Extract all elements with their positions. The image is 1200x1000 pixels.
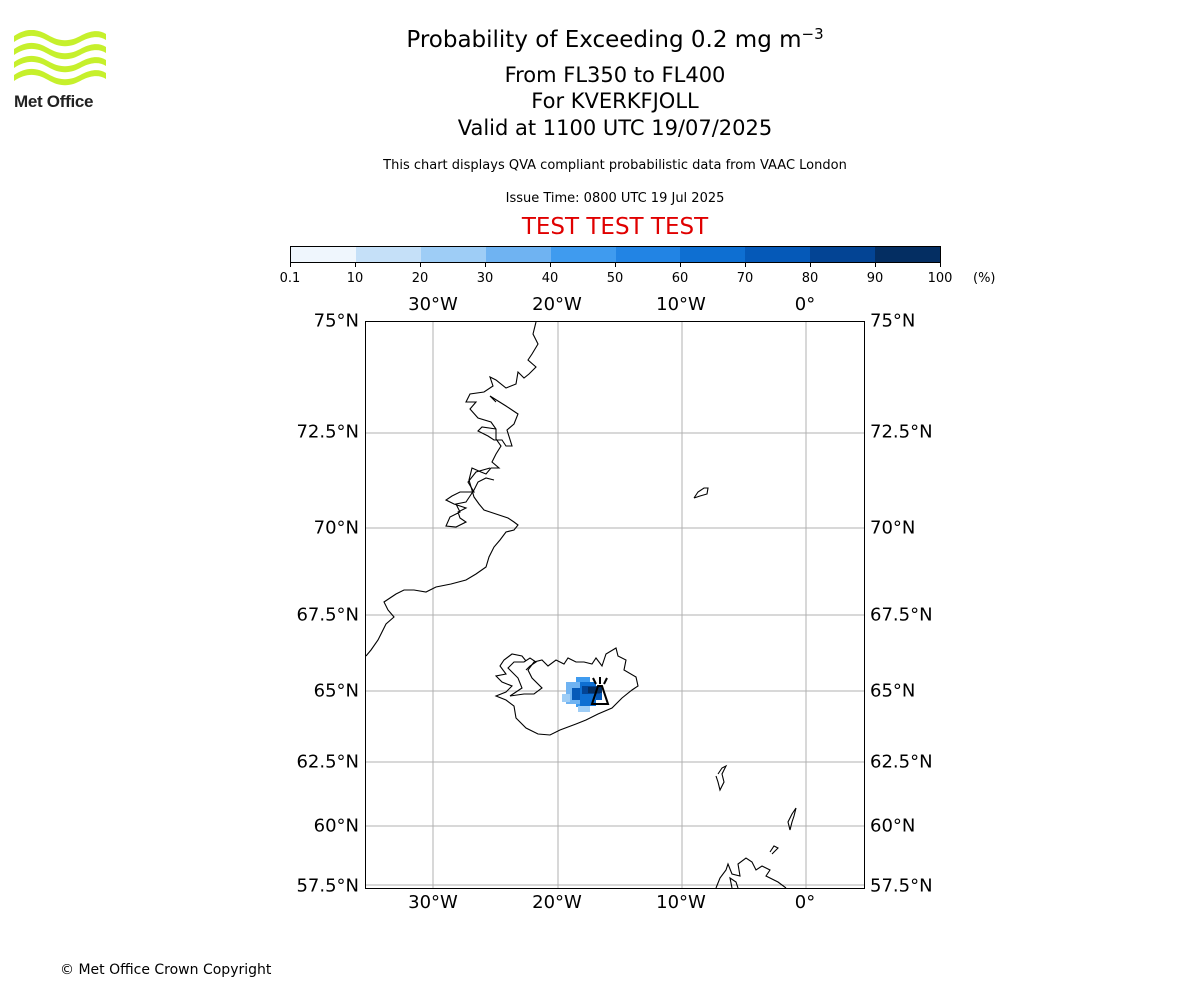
lon-label-top-0: 0° xyxy=(794,294,816,315)
colorbar-tick-mark xyxy=(420,263,421,267)
colorbar-tick-mark xyxy=(550,263,551,267)
iceland-westfjords xyxy=(507,657,537,697)
colorbar-segment xyxy=(485,247,551,262)
orkney xyxy=(769,845,779,855)
colorbar-tick-label: 100 xyxy=(927,271,953,286)
chart-title-text: Probability of Exceeding 0.2 mg m xyxy=(406,27,802,53)
coastlines xyxy=(366,322,797,888)
greenland-fjord-1 xyxy=(477,395,519,447)
shetland xyxy=(787,807,797,831)
ash-probability-field xyxy=(562,677,602,712)
colorbar-segment xyxy=(875,247,941,262)
lat-label-right-72-5n: 72.5°N xyxy=(870,421,933,443)
copyright: © Met Office Crown Copyright xyxy=(60,962,272,978)
colorbar-segment xyxy=(615,247,681,262)
met-office-logo: Met Office xyxy=(14,29,108,112)
colorbar-tick-label: 10 xyxy=(346,271,364,286)
colorbar-tick-label: 60 xyxy=(671,271,689,286)
lat-label-right-75n: 75°N xyxy=(870,310,916,332)
lat-label-left-75n: 75°N xyxy=(313,310,359,332)
lat-label-left-72-5n: 72.5°N xyxy=(296,421,359,443)
volcano-name: For KVERKFJOLL xyxy=(531,89,699,113)
lat-label-left-57-5n: 57.5°N xyxy=(296,875,359,897)
colorbar-segment xyxy=(810,247,876,262)
scotland-coast xyxy=(715,857,787,888)
colorbar-tick-label: 30 xyxy=(476,271,494,286)
issue-time: Issue Time: 0800 UTC 19 Jul 2025 xyxy=(505,191,725,206)
colorbar-segment xyxy=(745,247,811,262)
valid-time: Valid at 1100 UTC 19/07/2025 xyxy=(457,116,773,140)
jan-mayen xyxy=(693,487,709,499)
colorbar-tick-mark xyxy=(355,263,356,267)
lat-label-right-70n: 70°N xyxy=(870,517,916,539)
lon-label-top-30w: 30°W xyxy=(408,294,458,315)
lat-label-right-57-5n: 57.5°N xyxy=(870,875,933,897)
colorbar-segment xyxy=(680,247,746,262)
lat-label-left-65n: 65°N xyxy=(313,680,359,702)
colorbar-unit: (%) xyxy=(973,271,996,286)
colorbar-tick-label: 50 xyxy=(606,271,624,286)
lon-label-bottom-20w: 20°W xyxy=(532,892,582,913)
map-gridlines xyxy=(366,322,864,888)
colorbar-tick-mark xyxy=(875,263,876,267)
lat-label-right-62-5n: 62.5°N xyxy=(870,751,933,773)
scotland-west xyxy=(729,876,739,888)
lat-label-left-60n: 60°N xyxy=(313,815,359,837)
colorbar-tick-label: 90 xyxy=(866,271,884,286)
lon-label-bottom-10w: 10°W xyxy=(656,892,706,913)
colorbar-tick-label: 20 xyxy=(411,271,429,286)
lat-label-left-62-5n: 62.5°N xyxy=(296,751,359,773)
chart-title-superscript: −3 xyxy=(801,25,824,43)
colorbar-segment xyxy=(355,247,421,262)
colorbar-tick-mark xyxy=(810,263,811,267)
test-banner: TEST TEST TEST xyxy=(521,214,709,240)
chart-title: Probability of Exceeding 0.2 mg m−3 xyxy=(0,25,1200,53)
colorbar-tick-mark xyxy=(290,263,291,267)
volcano-icon xyxy=(590,677,610,705)
lat-label-left-67-5n: 67.5°N xyxy=(296,604,359,626)
colorbar-tick-mark xyxy=(615,263,616,267)
colorbar-segment xyxy=(420,247,486,262)
greenland-coast xyxy=(366,322,539,657)
colorbar-tick-mark xyxy=(485,263,486,267)
lon-label-top-20w: 20°W xyxy=(532,294,582,315)
colorbar-tick-label: 40 xyxy=(541,271,559,286)
colorbar-tick-label: 80 xyxy=(801,271,819,286)
colorbar-tick-mark xyxy=(745,263,746,267)
faroe-islands xyxy=(715,764,728,792)
lat-label-right-65n: 65°N xyxy=(870,680,916,702)
lon-label-top-10w: 10°W xyxy=(656,294,706,315)
lon-label-bottom-0: 0° xyxy=(794,892,816,913)
met-office-wave-logo-icon xyxy=(14,29,106,86)
map-panel xyxy=(365,321,865,889)
colorbar-tick-mark xyxy=(940,263,941,267)
map-svg xyxy=(366,322,864,888)
lon-label-bottom-30w: 30°W xyxy=(408,892,458,913)
iceland-coast xyxy=(494,647,639,736)
colorbar-segment xyxy=(550,247,616,262)
flight-levels: From FL350 to FL400 xyxy=(504,63,726,87)
data-source-note: This chart displays QVA compliant probab… xyxy=(383,158,847,173)
logo-text: Met Office xyxy=(14,92,94,111)
colorbar-segment xyxy=(291,247,356,262)
lat-label-left-70n: 70°N xyxy=(313,517,359,539)
lat-label-right-60n: 60°N xyxy=(870,815,916,837)
colorbar-tick-mark xyxy=(680,263,681,267)
probability-colorbar xyxy=(290,246,941,263)
colorbar-tick-label: 0.1 xyxy=(279,271,301,286)
greenland-fjord-2 xyxy=(444,467,495,528)
lat-label-right-67-5n: 67.5°N xyxy=(870,604,933,626)
colorbar-tick-label: 70 xyxy=(736,271,754,286)
